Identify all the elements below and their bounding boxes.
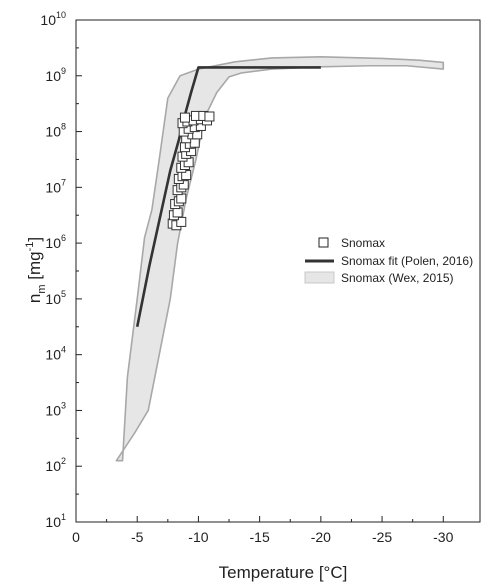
- y-axis-title-unit: [mg: [25, 251, 44, 284]
- marker-snomax: [189, 137, 200, 148]
- y-tick-label: 105: [45, 289, 66, 307]
- legend-label-snomax: Snomax: [341, 236, 385, 250]
- y-tick-label: 101: [45, 512, 66, 530]
- x-tick-label: -5: [131, 529, 144, 545]
- legend-swatch-wex: [304, 271, 335, 284]
- x-axis-title: Temperature [°C]: [219, 563, 348, 582]
- x-tick-label: -30: [433, 529, 453, 545]
- y-axis: 101 102 103 104 105 106 107 108 109 1010: [40, 10, 82, 530]
- marker-snomax: [204, 111, 215, 122]
- marker-snomax: [172, 207, 183, 218]
- marker-snomax: [179, 112, 190, 123]
- marker-layer: [167, 110, 215, 231]
- y-tick-label: 106: [45, 233, 66, 251]
- y-tick-label: 102: [45, 456, 66, 474]
- band-wex: [115, 56, 445, 462]
- x-tick-label: -10: [188, 529, 208, 545]
- y-axis-title-base: n: [25, 294, 44, 303]
- y-axis-title: nm [mg-1]: [24, 237, 48, 303]
- x-tick-label: 0: [72, 529, 80, 545]
- y-axis-title-unit-end: ]: [25, 237, 44, 242]
- legend: Snomax Snomax fit (Polen, 2016) Snomax (…: [304, 236, 473, 285]
- marker-snomax: [176, 193, 187, 204]
- x-tick-label: -20: [311, 529, 331, 545]
- y-tick-label: 103: [45, 400, 66, 418]
- y-tick-label: 1010: [40, 10, 66, 28]
- y-axis-title-sub: m: [36, 284, 48, 293]
- legend-label-wex: Snomax (Wex, 2015): [341, 271, 454, 285]
- y-tick-label: 108: [45, 122, 66, 140]
- legend-marker-snomax: [318, 237, 329, 248]
- legend-label-polen: Snomax fit (Polen, 2016): [341, 254, 473, 268]
- x-tick-label: -15: [250, 529, 270, 545]
- x-axis: 0 -5 -10 -15 -20 -25 -30: [72, 516, 454, 545]
- band-layer: [115, 56, 445, 462]
- y-tick-label: 109: [45, 66, 66, 84]
- y-axis-title-unit-sup: -1: [24, 242, 36, 252]
- y-tick-label: 107: [45, 177, 66, 195]
- x-tick-label: -25: [372, 529, 392, 545]
- y-tick-label: 104: [45, 345, 66, 363]
